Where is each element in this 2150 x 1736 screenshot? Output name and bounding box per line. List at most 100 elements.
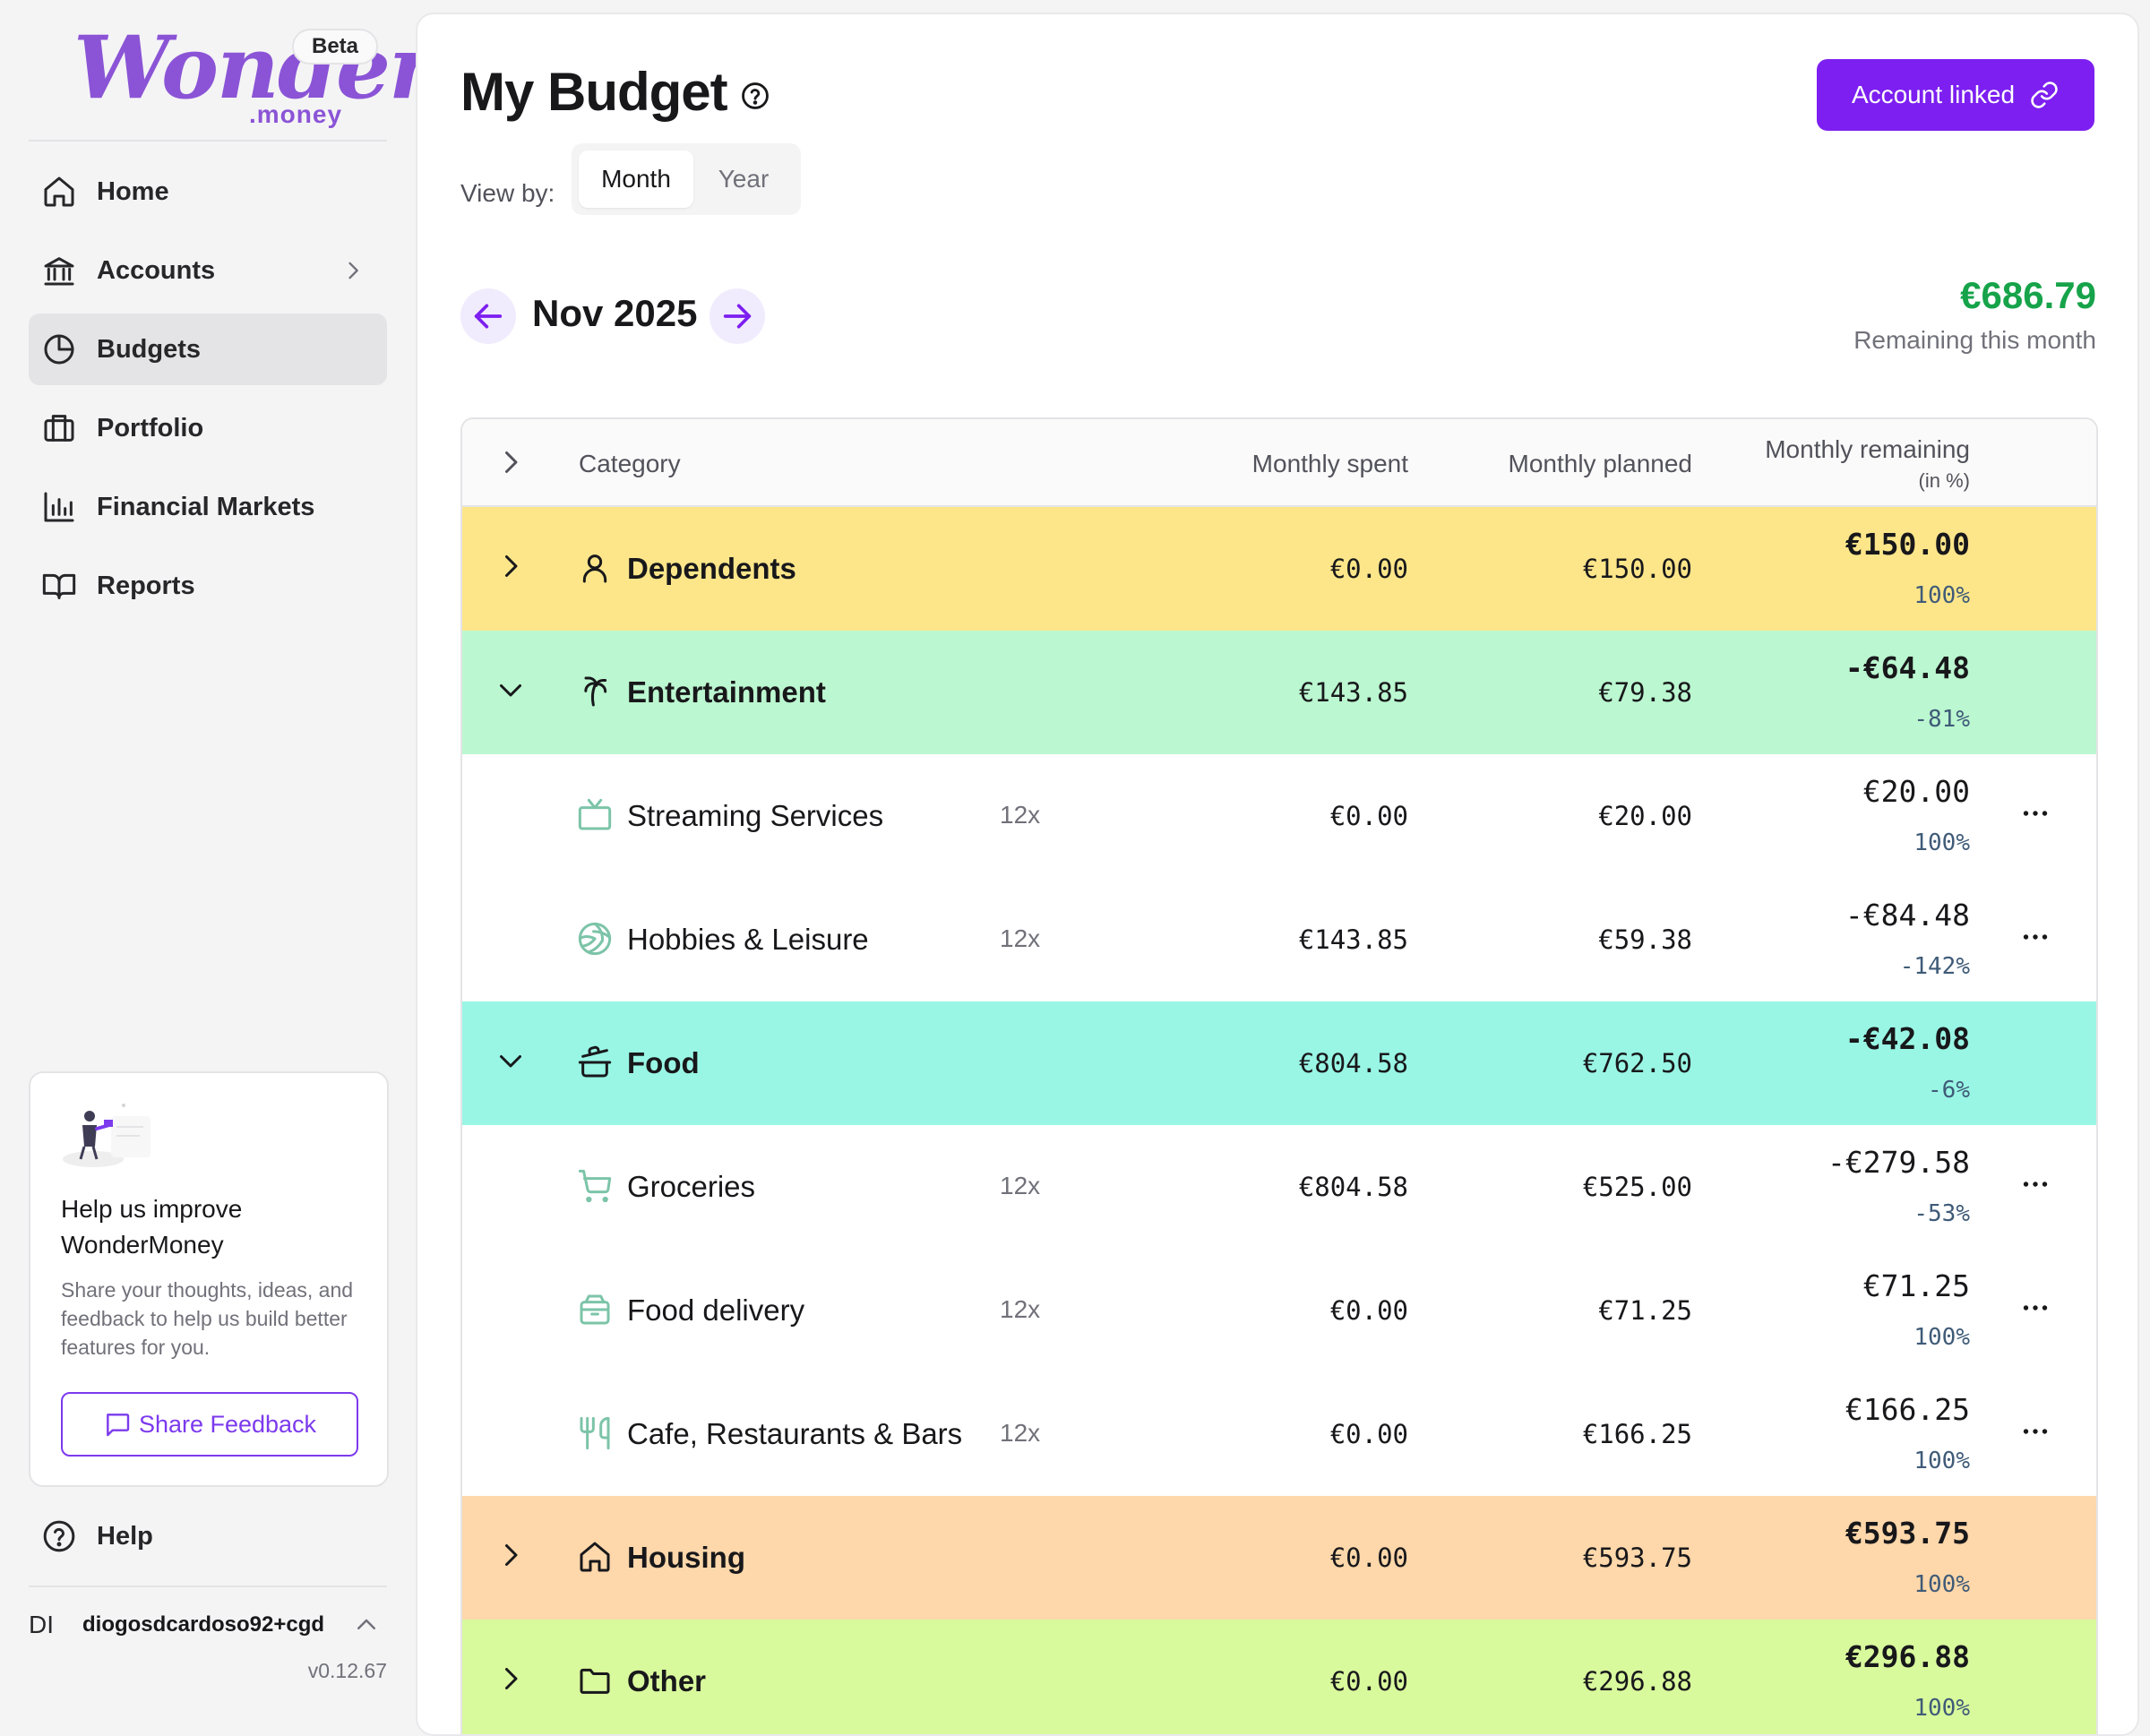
remaining-amount: €686.79 xyxy=(1960,274,2096,316)
spent-value: €143.85 xyxy=(1298,924,1408,955)
sidebar-item-financial-markets[interactable]: Financial Markets xyxy=(29,471,387,543)
remaining-value: -€42.08 xyxy=(1845,1021,1970,1056)
planned-value: €762.50 xyxy=(1582,1048,1692,1079)
subcategory-row-streaming-services[interactable]: Streaming Services 12x €0.00 €20.00 €20.… xyxy=(462,754,2096,878)
subcategory-name: Streaming Services xyxy=(627,799,884,832)
more-options-icon[interactable] xyxy=(2019,797,2051,829)
spent-value: €804.58 xyxy=(1298,1172,1408,1202)
table-header: Category Monthly spent Monthly planned M… xyxy=(462,419,2096,507)
sidebar-item-label: Reports xyxy=(97,571,195,600)
view-by-label: View by: xyxy=(460,179,555,207)
link-icon xyxy=(2029,80,2060,110)
planned-value: €525.00 xyxy=(1582,1172,1692,1202)
previous-month-button[interactable] xyxy=(460,288,516,344)
sidebar-item-budgets[interactable]: Budgets xyxy=(29,314,387,385)
subcategory-name: Groceries xyxy=(627,1170,756,1203)
category-row-food[interactable]: Food €804.58 €762.50 -€42.08 -6% xyxy=(462,1001,2096,1125)
category-name: Entertainment xyxy=(627,675,826,709)
planned-value: €593.75 xyxy=(1582,1543,1692,1573)
bank-icon xyxy=(41,253,77,288)
frequency-value: 12x xyxy=(1000,801,1041,829)
more-options-icon[interactable] xyxy=(2019,1292,2051,1324)
help-circle-icon xyxy=(41,1518,77,1554)
remaining-percent: 100% xyxy=(1914,1571,1970,1598)
book-icon xyxy=(41,568,77,604)
wonder-money-logo[interactable]: Wonder .money Beta xyxy=(73,25,434,133)
remaining-percent: 100% xyxy=(1914,582,1970,609)
spent-value: €143.85 xyxy=(1298,677,1408,708)
sidebar: Wonder .money Beta Home Accounts Budgets… xyxy=(0,0,434,1716)
planned-value: €296.88 xyxy=(1582,1666,1692,1697)
subcategory-row-hobbies-leisure[interactable]: Hobbies & Leisure 12x €143.85 €59.38 -€8… xyxy=(462,878,2096,1001)
category-row-entertainment[interactable]: Entertainment €143.85 €79.38 -€64.48 -81… xyxy=(462,631,2096,754)
category-name: Dependents xyxy=(627,552,796,585)
folder-icon xyxy=(577,1663,613,1698)
page-title: My Budget xyxy=(460,62,728,122)
sidebar-item-label: Budgets xyxy=(97,334,201,364)
more-options-icon[interactable] xyxy=(2019,1168,2051,1200)
header-spent: Monthly spent xyxy=(1251,450,1408,477)
help-circle-icon[interactable] xyxy=(740,81,770,111)
remaining-percent: -53% xyxy=(1914,1200,1970,1227)
view-month-option[interactable]: Month xyxy=(579,150,693,208)
sidebar-item-accounts[interactable]: Accounts xyxy=(29,235,387,306)
palm-tree-icon xyxy=(577,674,613,709)
sidebar-item-label: Home xyxy=(97,176,169,206)
share-feedback-button[interactable]: Share Feedback xyxy=(61,1392,358,1457)
delivery-box-icon xyxy=(577,1292,613,1328)
arrow-left-icon xyxy=(470,298,506,334)
planned-value: €79.38 xyxy=(1598,677,1692,708)
more-options-icon[interactable] xyxy=(2019,1415,2051,1448)
category-row-housing[interactable]: Housing €0.00 €593.75 €593.75 100% xyxy=(462,1496,2096,1620)
budget-table: Category Monthly spent Monthly planned M… xyxy=(460,417,2098,1734)
logo-subtext: .money xyxy=(249,100,343,128)
sidebar-item-reports[interactable]: Reports xyxy=(29,550,387,622)
spent-value: €0.00 xyxy=(1329,1666,1408,1697)
next-month-button[interactable] xyxy=(710,288,765,344)
spent-value: €0.00 xyxy=(1329,801,1408,831)
view-by-toggle: Month Year xyxy=(572,143,801,215)
planned-value: €166.25 xyxy=(1582,1419,1692,1449)
chevron-right-icon[interactable] xyxy=(494,446,527,478)
user-name: diogosdcardoso92+cgd xyxy=(82,1612,325,1637)
sidebar-item-home[interactable]: Home xyxy=(29,156,387,228)
remaining-value: €150.00 xyxy=(1845,527,1970,562)
subcategory-row-groceries[interactable]: Groceries 12x €804.58 €525.00 -€279.58 -… xyxy=(462,1125,2096,1249)
category-name: Food xyxy=(627,1046,700,1079)
chevron-right-icon[interactable] xyxy=(494,1663,527,1695)
chevron-down-icon[interactable] xyxy=(494,674,527,706)
header-category: Category xyxy=(579,450,681,477)
planned-value: €59.38 xyxy=(1598,924,1692,955)
sidebar-item-portfolio[interactable]: Portfolio xyxy=(29,392,387,464)
remaining-percent: 100% xyxy=(1914,1448,1970,1474)
category-row-dependents[interactable]: Dependents €0.00 €150.00 €150.00 100% xyxy=(462,507,2096,631)
category-row-other[interactable]: Other €0.00 €296.88 €296.88 100% xyxy=(462,1620,2096,1734)
more-options-icon[interactable] xyxy=(2019,921,2051,953)
header-planned: Monthly planned xyxy=(1508,450,1692,477)
chevron-right-icon[interactable] xyxy=(494,550,527,582)
bar-chart-icon xyxy=(41,489,77,525)
remaining-percent: 100% xyxy=(1914,1695,1970,1722)
feedback-card: Help us improve WonderMoney Share your t… xyxy=(29,1071,389,1487)
frequency-value: 12x xyxy=(1000,1419,1041,1447)
frequency-value: 12x xyxy=(1000,1172,1041,1199)
remaining-value: €296.88 xyxy=(1845,1639,1970,1674)
shopping-cart-icon xyxy=(577,1168,613,1204)
remaining-value: -€279.58 xyxy=(1828,1145,1970,1180)
subcategory-row-cafe-restaurants-bars[interactable]: Cafe, Restaurants & Bars 12x €0.00 €166.… xyxy=(462,1372,2096,1496)
help-label: Help xyxy=(97,1521,153,1551)
help-link[interactable]: Help xyxy=(29,1514,153,1559)
account-linked-button[interactable]: Account linked xyxy=(1817,59,2094,131)
share-feedback-label: Share Feedback xyxy=(138,1410,317,1438)
message-square-icon xyxy=(103,1410,132,1439)
subcategory-name: Food delivery xyxy=(627,1293,805,1327)
chevron-down-icon[interactable] xyxy=(494,1044,527,1077)
spent-value: €0.00 xyxy=(1329,1419,1408,1449)
view-year-option[interactable]: Year xyxy=(718,165,770,193)
frequency-value: 12x xyxy=(1000,1295,1041,1323)
chevron-right-icon[interactable] xyxy=(494,1539,527,1571)
chevron-right-icon xyxy=(340,258,366,283)
subcategory-row-food-delivery[interactable]: Food delivery 12x €0.00 €71.25 €71.25 10… xyxy=(462,1249,2096,1372)
remaining-value: €71.25 xyxy=(1862,1268,1970,1303)
user-menu[interactable]: DI diogosdcardoso92+cgd xyxy=(29,1605,387,1645)
